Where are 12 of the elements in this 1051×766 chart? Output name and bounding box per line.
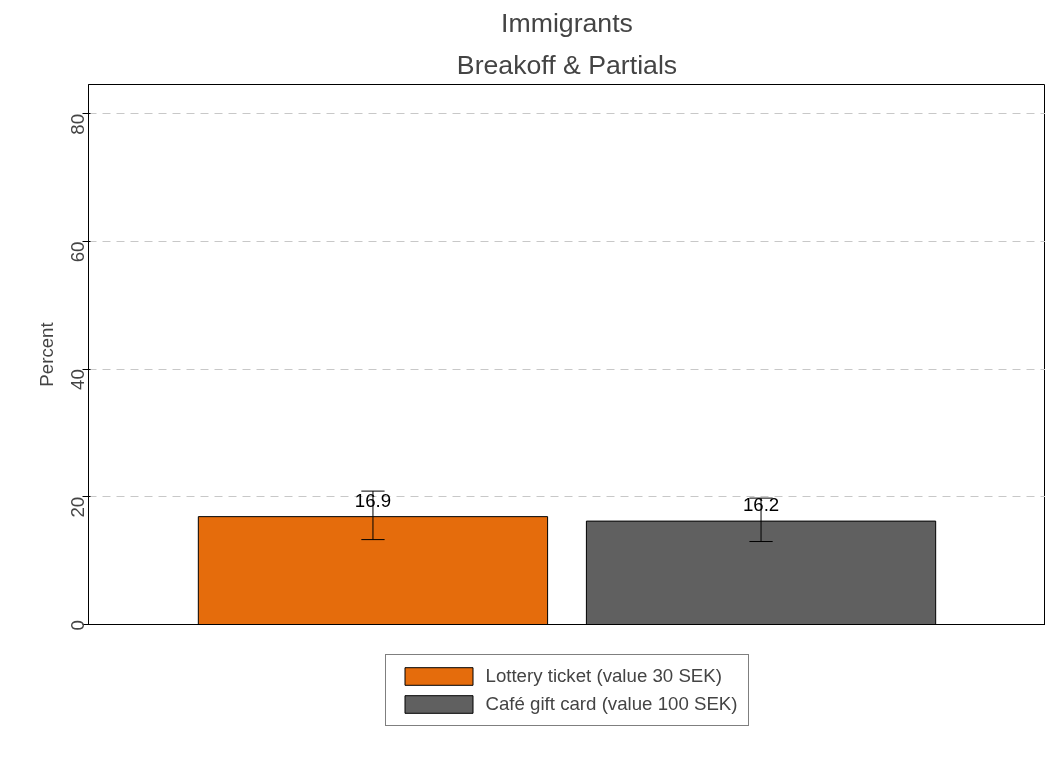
y-axis-title: Percent (35, 321, 57, 387)
data-label: 16.2 (742, 494, 780, 516)
chart-title: Immigrants (501, 7, 633, 38)
legend-label: Café gift card (value 100 SEK) (485, 693, 738, 715)
y-tick-label: 0 (67, 620, 88, 631)
y-tick-label: 20 (67, 496, 88, 518)
y-tick-label: 80 (67, 113, 88, 135)
chart-subtitle: Breakoff & Partials (456, 49, 678, 80)
legend-label: Lottery ticket (value 30 SEK) (485, 665, 722, 687)
y-tick-label: 40 (67, 369, 88, 390)
data-label: 16.9 (354, 489, 392, 511)
y-tick-label: 60 (67, 241, 88, 263)
